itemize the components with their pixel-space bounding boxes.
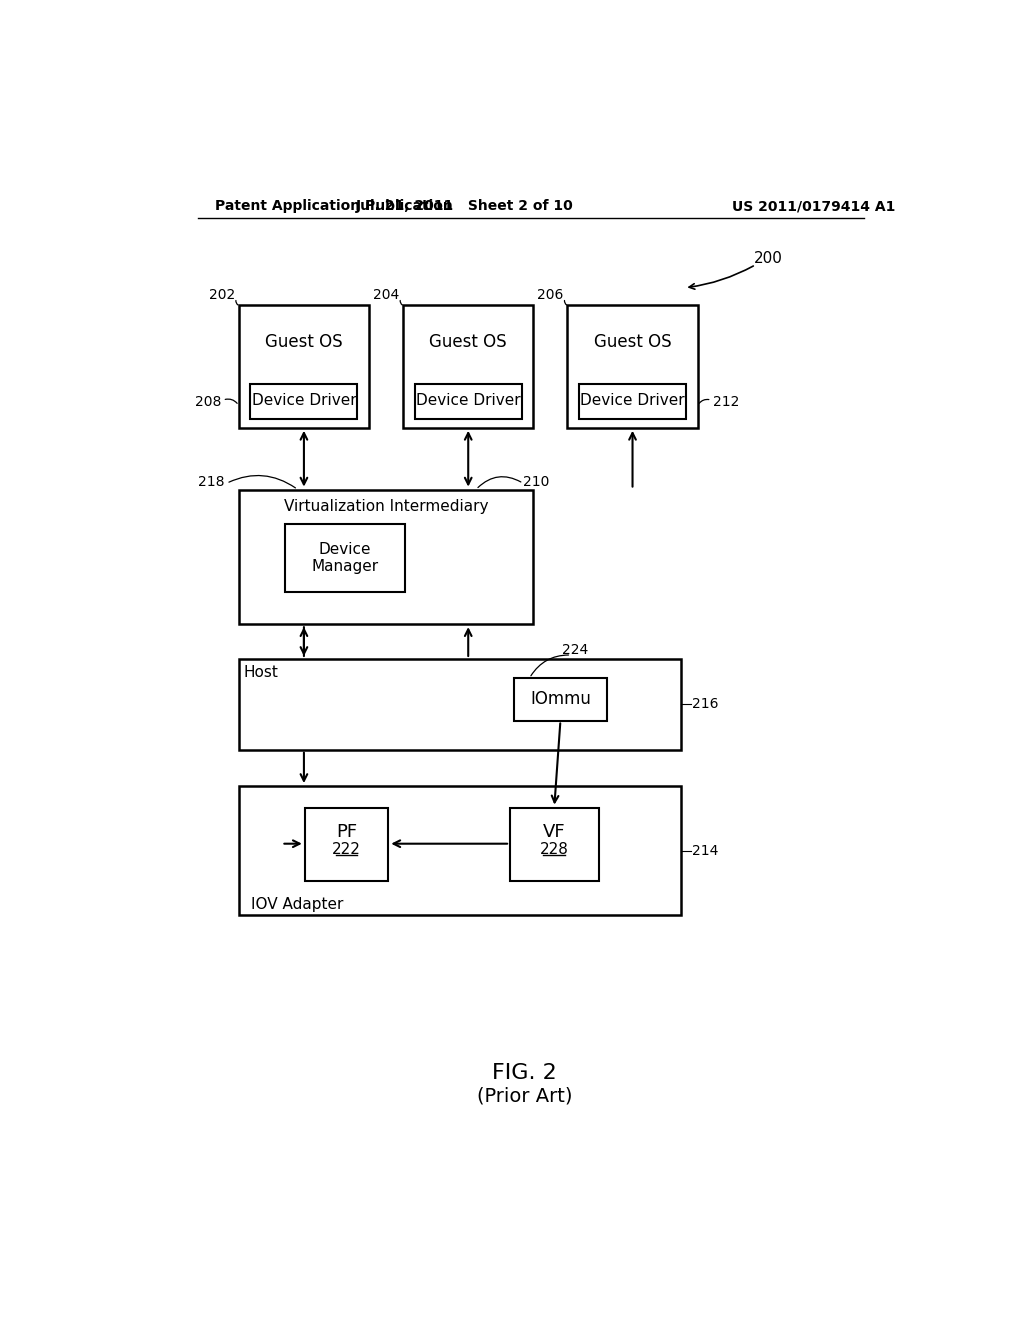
Text: Patent Application Publication: Patent Application Publication	[215, 199, 453, 213]
Bar	[510, 808, 599, 880]
Bar	[579, 384, 686, 418]
Text: 202: 202	[209, 289, 234, 302]
Bar	[239, 490, 534, 624]
Text: Host: Host	[243, 665, 278, 680]
Text: 208: 208	[195, 395, 221, 409]
Text: Jul. 21, 2011   Sheet 2 of 10: Jul. 21, 2011 Sheet 2 of 10	[356, 199, 574, 213]
Text: 222: 222	[332, 842, 361, 858]
Text: (Prior Art): (Prior Art)	[477, 1086, 572, 1106]
Text: 200: 200	[755, 251, 783, 267]
Text: Guest OS: Guest OS	[594, 333, 672, 351]
Text: IOmmu: IOmmu	[530, 690, 591, 708]
Text: Device Driver: Device Driver	[252, 393, 356, 408]
Bar	[514, 678, 607, 721]
Text: FIG. 2: FIG. 2	[493, 1063, 557, 1084]
Bar	[415, 384, 521, 418]
Text: Virtualization Intermediary: Virtualization Intermediary	[284, 499, 488, 513]
Text: 212: 212	[713, 395, 739, 409]
Text: US 2011/0179414 A1: US 2011/0179414 A1	[732, 199, 896, 213]
Text: Guest OS: Guest OS	[265, 333, 343, 351]
Text: 214: 214	[692, 843, 719, 858]
Text: 218: 218	[199, 475, 225, 488]
Text: Device Driver: Device Driver	[416, 393, 520, 408]
Text: PF: PF	[336, 824, 357, 841]
Bar	[403, 305, 534, 428]
Text: Device Driver: Device Driver	[581, 393, 685, 408]
Bar	[239, 305, 369, 428]
Bar	[239, 659, 681, 750]
Text: VF: VF	[543, 824, 565, 841]
Text: 204: 204	[373, 289, 399, 302]
Bar	[286, 524, 406, 591]
Text: Device
Manager: Device Manager	[311, 541, 379, 574]
Text: 224: 224	[562, 643, 588, 656]
Text: 206: 206	[538, 289, 563, 302]
Bar	[239, 785, 681, 915]
Text: IOV Adapter: IOV Adapter	[251, 898, 343, 912]
Text: Guest OS: Guest OS	[429, 333, 507, 351]
Bar	[251, 384, 357, 418]
Bar	[567, 305, 697, 428]
Text: 210: 210	[523, 475, 550, 488]
Text: 228: 228	[540, 842, 568, 858]
Bar	[305, 808, 388, 880]
Text: 216: 216	[692, 697, 719, 711]
